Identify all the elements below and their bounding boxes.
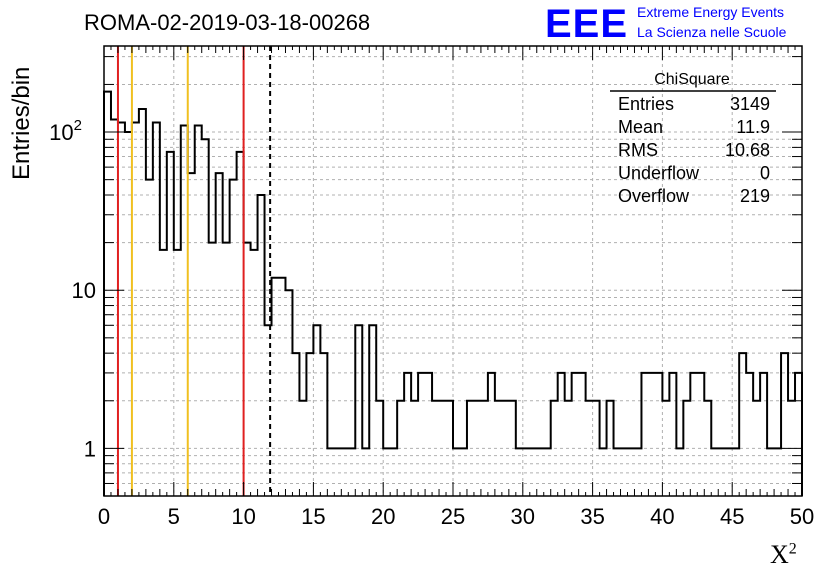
x-tick-label: 45: [720, 504, 744, 529]
stats-label: Overflow: [618, 186, 690, 206]
histogram-bin: [244, 243, 251, 496]
histogram-bin: [209, 243, 216, 496]
histogram-bin: [258, 195, 265, 496]
histogram-bin: [202, 139, 209, 496]
stats-label: Underflow: [618, 163, 700, 183]
histogram-bin: [132, 122, 139, 496]
histogram-bin: [746, 373, 753, 496]
run-title: ROMA-02-2019-03-18-00268: [84, 10, 371, 35]
x-axis-label-base: X: [770, 540, 789, 569]
histogram-bin: [425, 373, 432, 496]
histogram-bin: [237, 152, 244, 496]
x-tick-label: 5: [168, 504, 180, 529]
stats-value: 219: [740, 186, 770, 206]
x-tick-label: 20: [371, 504, 395, 529]
histogram-bin: [292, 353, 299, 496]
histogram-bin: [579, 373, 586, 496]
y-tick-label: 10: [72, 278, 96, 303]
histogram-bin: [104, 92, 111, 496]
stats-value: 3149: [730, 94, 770, 114]
histogram-bin: [404, 373, 411, 496]
stats-label: Mean: [618, 117, 663, 137]
logo-tagline-2: La Scienza nelle Scuole: [637, 24, 787, 40]
histogram-bin: [781, 353, 788, 496]
histogram-bin: [655, 373, 662, 496]
histogram-bin: [669, 373, 676, 496]
x-tick-label: 15: [301, 504, 325, 529]
histogram-bin: [697, 373, 704, 496]
reference-lines: [116, 46, 272, 496]
stats-value: 10.68: [725, 140, 770, 160]
stats-value: 11.9: [736, 117, 770, 137]
histogram-bin: [153, 122, 160, 496]
histogram-bin: [223, 243, 230, 496]
histogram-bin: [488, 373, 495, 496]
histogram-bin: [285, 290, 292, 496]
y-tick-label-sup: 2: [74, 117, 82, 134]
histogram-bin: [572, 373, 579, 496]
logo-tagline-1: Extreme Energy Events: [637, 4, 785, 20]
histogram-bin: [760, 373, 767, 496]
x-tick-label: 25: [441, 504, 465, 529]
histogram-bin: [306, 353, 313, 496]
x-axis-label-sup: 2: [788, 540, 797, 558]
histogram-bin: [355, 325, 362, 496]
histogram-bin: [188, 173, 195, 496]
histogram-bin: [648, 373, 655, 496]
x-tick-label: 10: [231, 504, 255, 529]
y-tick-label: 1: [84, 436, 96, 461]
histogram-bin: [125, 132, 132, 496]
x-tick-label: 40: [650, 504, 674, 529]
histogram-bin: [118, 122, 125, 496]
histogram-bin: [418, 373, 425, 496]
x-tick-label: 0: [98, 504, 110, 529]
stats-label: RMS: [618, 140, 658, 160]
histogram-bin: [369, 325, 376, 496]
stats-title: ChiSquare: [654, 71, 730, 88]
x-tick-label: 30: [511, 504, 535, 529]
x-tick-label: 35: [580, 504, 604, 529]
histogram-bin: [795, 373, 802, 496]
histogram-bin: [216, 173, 223, 496]
histogram: [103, 90, 803, 496]
histogram-bin: [558, 373, 565, 496]
histogram-bin: [641, 373, 648, 496]
stats-value: 0: [760, 163, 770, 183]
histogram-bin: [320, 353, 327, 496]
histogram-bin: [313, 325, 320, 496]
histogram-bin: [690, 373, 697, 496]
histogram-outline: [103, 90, 803, 496]
x-tick-label: 50: [790, 504, 814, 529]
histogram-bin: [167, 152, 174, 496]
eee-logo: EEE: [545, 2, 629, 46]
histogram-bin: [739, 353, 746, 496]
y-tick-label: 102: [49, 117, 82, 145]
histogram-bin: [195, 126, 202, 496]
x-axis-label: X2: [770, 540, 797, 570]
stats-label: Entries: [618, 94, 674, 114]
histogram-bin: [181, 126, 188, 496]
histogram-bin: [111, 120, 118, 496]
stats-box: ChiSquare Entries 3149 Mean 11.9 RMS 10.68 Und…: [610, 71, 776, 206]
